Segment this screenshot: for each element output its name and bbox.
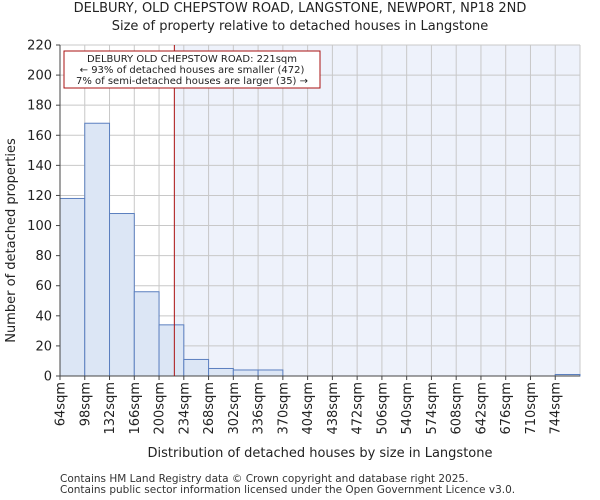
histogram-bar: [59, 197, 86, 377]
y-tick-label: 220: [27, 39, 52, 54]
histogram-bar: [183, 358, 210, 377]
y-tick-label: 60: [35, 279, 52, 294]
histogram-bar: [109, 213, 135, 377]
y-tick-label: 20: [35, 339, 52, 354]
y-tick-label: 0: [44, 370, 52, 385]
footer-licence: Contains public sector information licen…: [60, 484, 516, 496]
x-axis-label: Distribution of detached houses by size …: [148, 446, 493, 461]
x-tick-label: 98sqm: [78, 382, 93, 426]
y-tick-label: 80: [35, 249, 52, 264]
x-tick-label: 574sqm: [425, 382, 440, 435]
x-tick-label: 676sqm: [499, 382, 514, 435]
x-tick-label: 64sqm: [54, 382, 69, 426]
x-tick-label: 472sqm: [351, 382, 366, 435]
y-tick-label: 100: [27, 219, 52, 234]
x-tick-label: 642sqm: [474, 382, 489, 435]
y-tick-label: 180: [27, 99, 52, 114]
x-tick-label: 744sqm: [549, 382, 564, 435]
x-tick-label: 234sqm: [177, 382, 192, 435]
x-tick-label: 506sqm: [375, 382, 390, 435]
annotation-smaller: ← 93% of detached houses are smaller (47…: [80, 65, 305, 76]
histogram-bar: [84, 122, 111, 377]
histogram-bar: [208, 367, 234, 377]
y-tick-label: 160: [27, 129, 52, 144]
x-tick-label: 200sqm: [153, 382, 168, 435]
x-tick-label: 166sqm: [128, 382, 143, 435]
x-tick-label: 438sqm: [326, 382, 341, 435]
y-tick-label: 120: [27, 189, 52, 204]
footer-copyright: Contains HM Land Registry data © Crown c…: [60, 473, 469, 485]
histogram-bar: [133, 291, 160, 377]
x-tick-label: 710sqm: [524, 382, 539, 435]
histogram-bar: [232, 369, 259, 377]
y-tick-label: 40: [35, 309, 52, 324]
x-tick-label: 608sqm: [450, 382, 465, 435]
y-tick-label: 140: [27, 159, 52, 174]
annotation-title: DELBURY OLD CHEPSTOW ROAD: 221sqm: [87, 54, 297, 65]
y-axis-label: Number of detached properties: [4, 138, 19, 343]
chart-subtitle: Size of property relative to detached ho…: [111, 19, 489, 34]
x-tick-label: 404sqm: [301, 382, 316, 435]
x-tick-label: 268sqm: [202, 382, 217, 435]
y-tick-label: 200: [27, 69, 52, 84]
histogram-bar: [257, 369, 284, 377]
annotation-box: [63, 50, 321, 89]
annotation-larger: 7% of semi-detached houses are larger (3…: [76, 76, 308, 87]
shaded-region: [174, 45, 580, 376]
histogram-bar: [158, 324, 185, 377]
x-tick-label: 370sqm: [276, 382, 291, 435]
x-tick-label: 540sqm: [400, 382, 415, 435]
x-tick-label: 132sqm: [103, 382, 118, 435]
x-tick-label: 336sqm: [252, 382, 267, 435]
x-tick-label: 302sqm: [227, 382, 242, 435]
chart-title: DELBURY, OLD CHEPSTOW ROAD, LANGSTONE, N…: [73, 1, 527, 16]
